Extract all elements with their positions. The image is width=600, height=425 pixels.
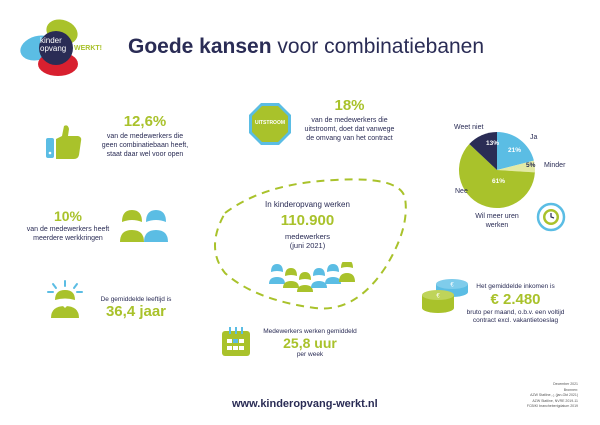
euro-coins-icon: € € bbox=[420, 276, 470, 316]
stat-open-to-combo: 12,6% van de medewerkers die geen combin… bbox=[85, 113, 205, 159]
pie-label-nee: Nee bbox=[455, 188, 468, 195]
total-workers-panel: In kinderopvang werken 110.900 medewerke… bbox=[205, 168, 410, 318]
pie-label-minder: Minder bbox=[544, 162, 566, 169]
logo-text: kinder opvang bbox=[40, 36, 67, 53]
stat-text: van de medewerkers heeft meerdere werkkr… bbox=[26, 226, 110, 242]
stat-intro: Medewerkers werken gemiddeld bbox=[263, 328, 357, 335]
title-bold: Goede kansen bbox=[128, 35, 272, 58]
stat-outflow: 18% van de medewerkers die uitstroomt, d… bbox=[292, 97, 407, 143]
page-title: Goede kansen voor combinatiebanen bbox=[128, 35, 484, 59]
stat-suffix: per week bbox=[296, 351, 324, 358]
person-sun-icon bbox=[45, 280, 85, 320]
title-light: voor combinatiebanen bbox=[277, 35, 485, 58]
pie-slice-ja bbox=[497, 131, 534, 170]
pie-value-weet-niet: 13% bbox=[486, 140, 500, 147]
svg-text:€: € bbox=[450, 283, 454, 289]
stat-value: 10% bbox=[53, 208, 83, 224]
svg-text:€: € bbox=[436, 294, 440, 300]
stat-value: 18% bbox=[334, 97, 365, 114]
dashed-blob-shape bbox=[214, 178, 407, 310]
sources-note: December 2021 Bronnen: AZW Statline, ¿ (… bbox=[526, 382, 578, 408]
stat-value: € 2.480 bbox=[490, 291, 541, 308]
calendar-icon bbox=[222, 326, 250, 356]
stat-value: 12,6% bbox=[123, 113, 167, 130]
total-workers-value: 110.900 bbox=[280, 212, 335, 229]
stat-value: 36,4 jaar bbox=[105, 303, 167, 320]
logo-shapes-icon bbox=[20, 19, 78, 76]
stat-text: van de medewerkers die uitstroomt, doet … bbox=[304, 117, 395, 142]
total-workers-intro: In kinderopvang werken bbox=[265, 200, 350, 209]
stop-sign-label: UITSTROOM bbox=[255, 120, 285, 126]
logo-tag: WERKT! bbox=[74, 45, 102, 52]
two-people-icon bbox=[118, 208, 170, 244]
pie-slice-nee bbox=[458, 144, 535, 209]
pie-slice-minder bbox=[497, 160, 535, 173]
pie-caption: Wil meer uren werken bbox=[475, 213, 519, 229]
website-link[interactable]: www.kinderopvang-werkt.nl bbox=[232, 398, 378, 410]
pie-slice-weet-niet bbox=[469, 132, 497, 170]
total-workers-text: In kinderopvang werken 110.900 medewerke… bbox=[205, 200, 410, 250]
stat-value: 25,8 uur bbox=[283, 335, 337, 351]
stat-intro: Het gemiddelde inkomen is bbox=[476, 283, 555, 290]
pie-value-ja: 21% bbox=[508, 147, 522, 154]
stat-text: bruto per maand, o.b.v. een voltijd cont… bbox=[466, 309, 565, 324]
stat-average-age: De gemiddelde leeftijd is 36,4 jaar bbox=[96, 296, 176, 320]
stat-average-hours: Medewerkers werken gemiddeld 25,8 uur pe… bbox=[255, 328, 365, 358]
stat-average-income: Het gemiddelde inkomen is € 2.480 bruto … bbox=[448, 283, 583, 325]
logo[interactable]: kinder opvang WERKT! bbox=[18, 18, 108, 78]
pie-value-nee: 61% bbox=[492, 178, 506, 185]
pie-label-ja: Ja bbox=[530, 134, 538, 141]
stat-multiple-jobs: 10% van de medewerkers heeft meerdere we… bbox=[18, 208, 118, 243]
pie-label-weet-niet: Weet niet bbox=[454, 124, 484, 131]
pie-chart: 21% 5% 61% 13% bbox=[455, 125, 545, 215]
stop-sign-icon: UITSTROOM bbox=[248, 102, 292, 146]
pie-value-minder: 5% bbox=[526, 162, 536, 169]
group-people-icon bbox=[269, 260, 359, 294]
total-workers-line2: (juni 2021) bbox=[289, 241, 326, 250]
stat-text: van de medewerkers die geen combinatieba… bbox=[101, 133, 189, 158]
stat-intro: De gemiddelde leeftijd is bbox=[100, 296, 172, 303]
total-workers-line1: medewerkers bbox=[284, 232, 330, 241]
thumbs-up-icon bbox=[44, 122, 84, 162]
clock-cycle-icon bbox=[536, 202, 566, 232]
